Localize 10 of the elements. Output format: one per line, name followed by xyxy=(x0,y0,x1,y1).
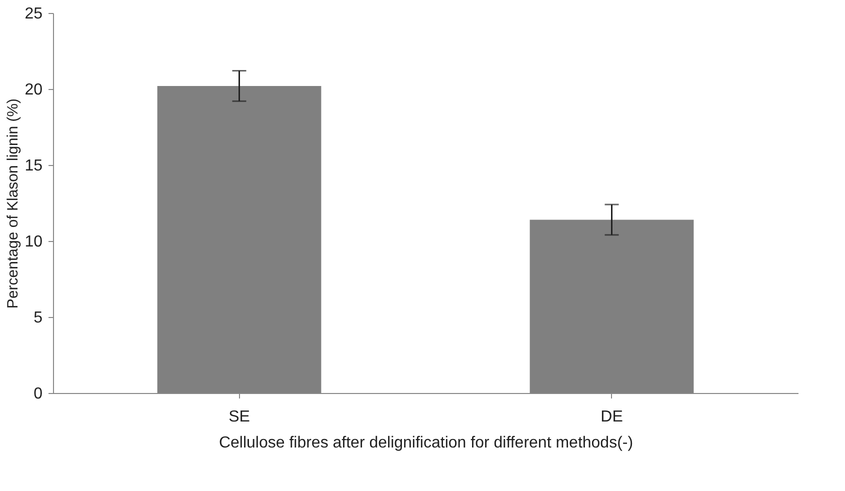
y-tick-label: 20 xyxy=(24,82,43,98)
x-tick-label: DE xyxy=(600,408,623,426)
x-tick-label: SE xyxy=(228,408,250,426)
y-tick-label: 15 xyxy=(24,158,43,174)
y-tick-label: 10 xyxy=(24,234,43,250)
y-tick-label: 25 xyxy=(24,6,43,22)
y-tick-label: 0 xyxy=(34,386,43,402)
y-axis-title: Percentage of Klason lignin (%) xyxy=(4,98,22,309)
y-tick-label: 5 xyxy=(34,310,43,326)
x-axis-title: Cellulose fibres after delignification for different methods(-) xyxy=(218,434,634,452)
